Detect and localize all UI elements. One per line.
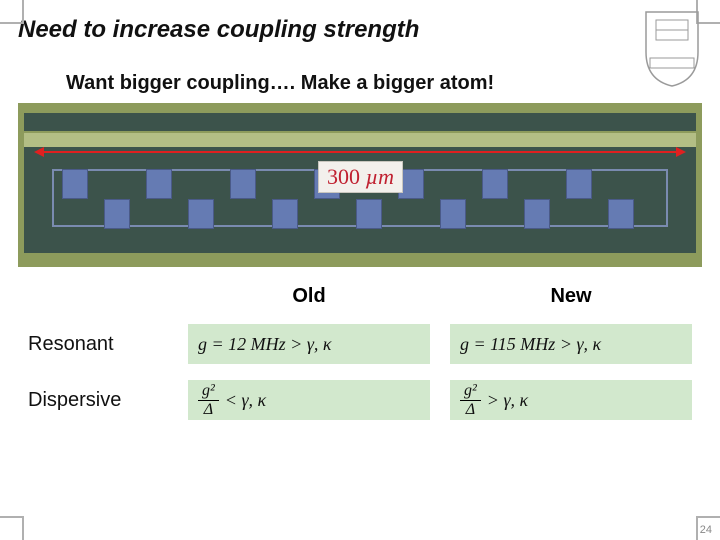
transmon-finger bbox=[230, 169, 256, 199]
device-micrograph: 300 µm bbox=[18, 103, 702, 267]
eq-dispersive-new: g² Δ > γ, κ bbox=[450, 380, 692, 420]
micrograph-band bbox=[24, 133, 696, 147]
row-label-dispersive: Dispersive bbox=[28, 389, 168, 412]
transmon-finger bbox=[62, 169, 88, 199]
transmon-finger bbox=[524, 199, 550, 229]
transmon-finger bbox=[440, 199, 466, 229]
crop-mark-tl bbox=[0, 0, 24, 24]
page-title: Need to increase coupling strength bbox=[18, 16, 702, 44]
transmon-finger bbox=[356, 199, 382, 229]
slide-number: 24 bbox=[700, 524, 712, 536]
eq-resonant-old: g = 12 MHz > γ, κ bbox=[188, 324, 430, 364]
column-header-old: Old bbox=[188, 285, 430, 308]
scale-value: 300 bbox=[327, 164, 360, 189]
transmon-finger bbox=[566, 169, 592, 199]
eq-dispersive-old: g² Δ < γ, κ bbox=[188, 380, 430, 420]
yale-shield-icon bbox=[642, 8, 702, 88]
scale-arrow bbox=[36, 151, 684, 153]
fraction-icon: g² Δ bbox=[460, 383, 481, 418]
transmon-finger bbox=[482, 169, 508, 199]
column-header-new: New bbox=[450, 285, 692, 308]
eq-resonant-new: g = 115 MHz > γ, κ bbox=[450, 324, 692, 364]
scale-unit: µm bbox=[366, 164, 395, 189]
transmon-finger bbox=[104, 199, 130, 229]
comparison-table: Old New Resonant g = 12 MHz > γ, κ g = 1… bbox=[18, 285, 702, 420]
micrograph-top-strip bbox=[24, 113, 696, 131]
slide: Need to increase coupling strength Want … bbox=[0, 0, 720, 540]
scale-label: 300 µm bbox=[318, 161, 403, 193]
transmon-finger bbox=[188, 199, 214, 229]
transmon-finger bbox=[608, 199, 634, 229]
row-label-resonant: Resonant bbox=[28, 333, 168, 356]
crop-mark-bl bbox=[0, 516, 24, 540]
page-subtitle: Want bigger coupling…. Make a bigger ato… bbox=[66, 72, 702, 95]
fraction-icon: g² Δ bbox=[198, 383, 219, 418]
transmon-finger bbox=[146, 169, 172, 199]
transmon-finger bbox=[272, 199, 298, 229]
